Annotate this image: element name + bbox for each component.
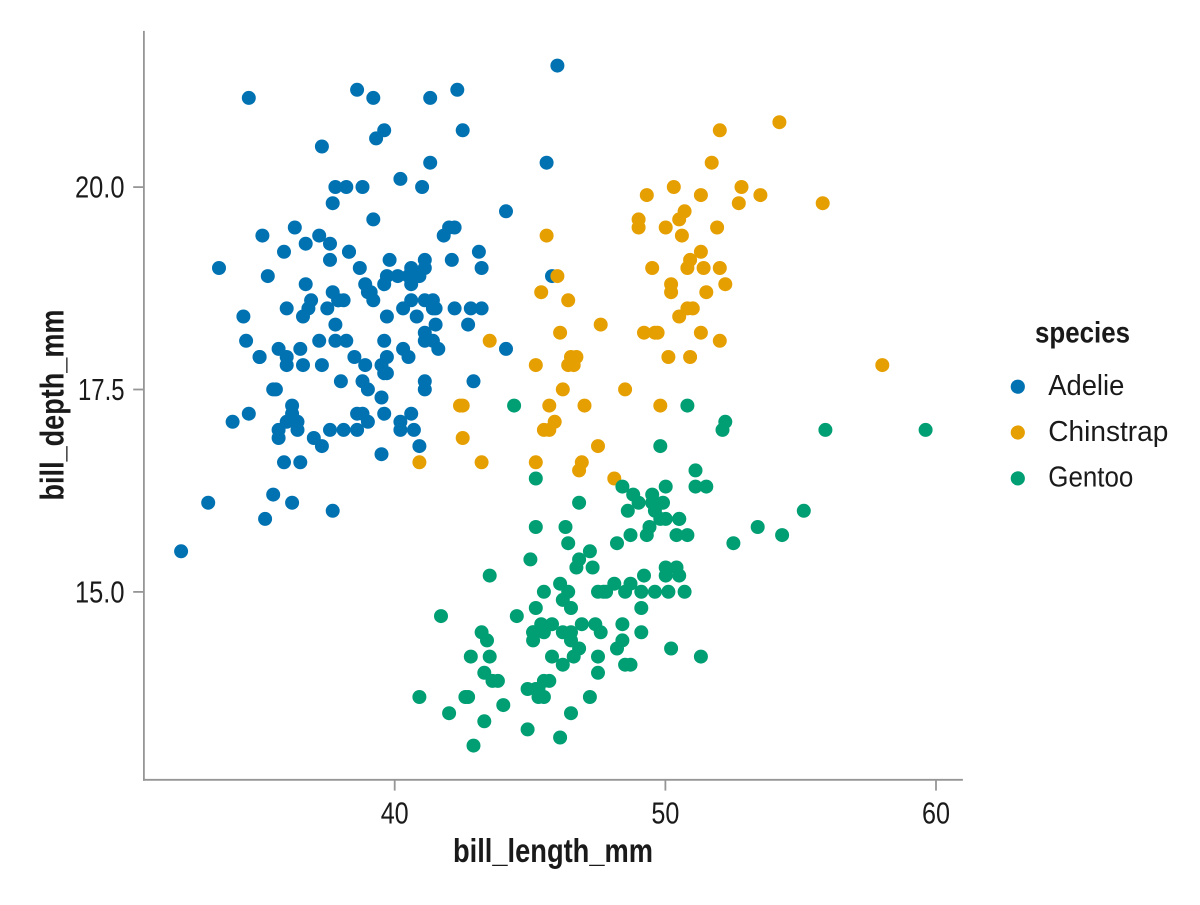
svg-text:Chinstrap: Chinstrap — [1048, 416, 1168, 448]
svg-text:15.0: 15.0 — [75, 575, 125, 609]
svg-text:bill_depth_mm: bill_depth_mm — [34, 310, 71, 501]
svg-text:60: 60 — [922, 796, 950, 830]
svg-text:40: 40 — [381, 796, 409, 830]
svg-text:bill_length_mm: bill_length_mm — [453, 832, 653, 869]
svg-text:Adelie: Adelie — [1048, 370, 1124, 402]
svg-text:species: species — [1035, 316, 1130, 349]
svg-text:50: 50 — [651, 796, 679, 830]
svg-text:20.0: 20.0 — [75, 171, 125, 205]
svg-text:17.5: 17.5 — [78, 373, 125, 407]
svg-text:Gentoo: Gentoo — [1048, 462, 1133, 494]
